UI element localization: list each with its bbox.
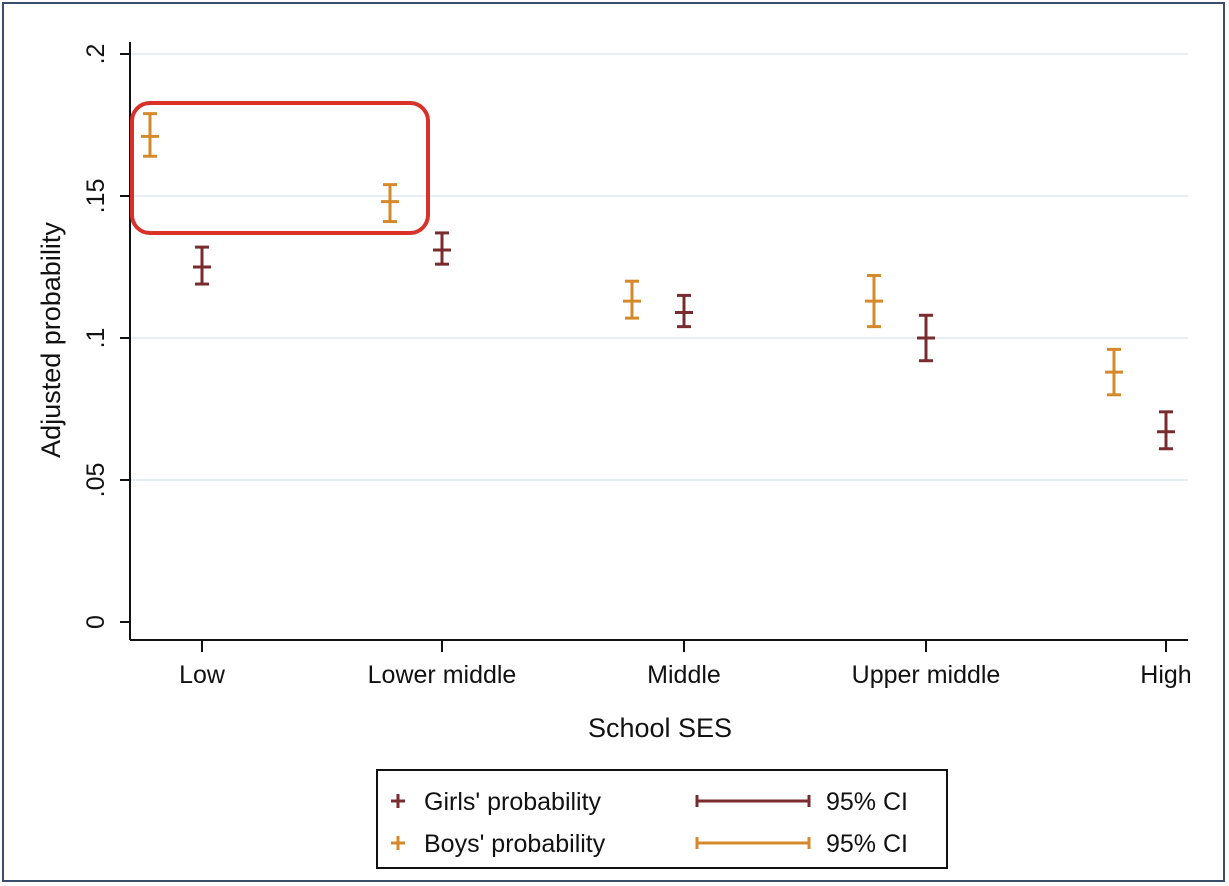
grid-lines [130, 53, 1188, 481]
y-tick-label: .15 [82, 179, 110, 214]
y-tick-label: .05 [82, 463, 110, 498]
legend-box [376, 769, 948, 869]
x-tick-label: Middle [647, 661, 721, 689]
boys-ci-upper-middle [865, 274, 883, 329]
x-tick-label: Upper middle [852, 661, 1001, 689]
girls-ci-high [1157, 410, 1175, 451]
y-tick-label: .1 [82, 328, 110, 349]
data-marks [141, 112, 1175, 451]
x-axis-title: School SES [588, 713, 732, 743]
girls-ci-lower-middle [433, 231, 451, 266]
boys-ci-middle [623, 279, 641, 320]
y-tick-label: 0 [82, 615, 110, 629]
girls-ci-low [193, 245, 211, 286]
legend-label-boys: Boys' probability [424, 830, 606, 858]
legend-label-girls: Girls' probability [424, 788, 602, 816]
y-axis-title: Adjusted probability [36, 222, 66, 458]
boys-ci-low [141, 112, 159, 158]
girls-ci-middle [675, 293, 693, 329]
legend-ci-label-boys: 95% CI [826, 830, 908, 858]
highlight-box [130, 101, 430, 235]
x-tick-label: Lower middle [368, 661, 517, 689]
boys-ci-lower-middle [381, 183, 399, 224]
y-tick-label: .2 [82, 44, 110, 65]
legend-item-boys [391, 836, 811, 850]
x-tick-label: Low [179, 661, 226, 689]
girls-ci-upper-middle [917, 313, 935, 363]
legend-ci-label-girls: 95% CI [826, 788, 908, 816]
x-tick-label: High [1140, 661, 1191, 689]
axes [129, 42, 1188, 641]
legend-item-girls [391, 794, 811, 808]
legend: Girls' probability Boys' probability 95%… [376, 769, 948, 869]
y-ticks: 0 .05 .1 .15 .2 [82, 44, 130, 629]
x-ticks: Low Lower middle Middle Upper middle High [179, 640, 1192, 689]
boys-ci-high [1105, 347, 1123, 397]
